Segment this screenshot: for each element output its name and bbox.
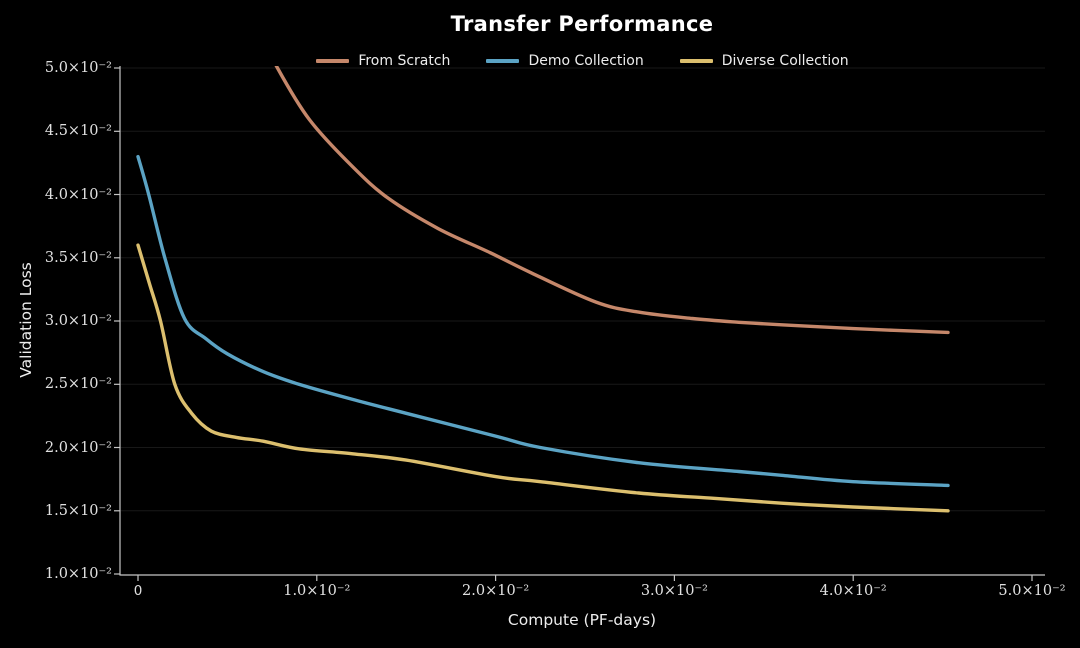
chart-title: Transfer Performance xyxy=(450,12,714,36)
legend-swatch-from-scratch xyxy=(316,59,350,63)
legend-label-from-scratch: From Scratch xyxy=(358,53,451,69)
legend-item-from-scratch: From Scratch xyxy=(316,53,450,69)
legend-item-diverse-collection: Diverse Collection xyxy=(679,53,849,69)
legend-label-diverse-collection: Diverse Collection xyxy=(721,53,849,69)
legend-item-demo-collection: Demo Collection xyxy=(486,53,644,69)
legend-swatch-demo-collection xyxy=(486,59,520,63)
series-line-from-scratch xyxy=(274,66,950,335)
legend-label-demo-collection: Demo Collection xyxy=(528,53,644,69)
legend: From Scratch Demo Collection Diverse Col… xyxy=(120,50,1045,72)
series-line-diverse-collection xyxy=(136,243,950,513)
y-axis-label: Validation Loss xyxy=(17,262,35,378)
x-axis-label: Compute (PF-days) xyxy=(507,611,657,629)
legend-swatch-diverse-collection xyxy=(679,59,713,63)
series-line-demo-collection xyxy=(136,154,950,488)
